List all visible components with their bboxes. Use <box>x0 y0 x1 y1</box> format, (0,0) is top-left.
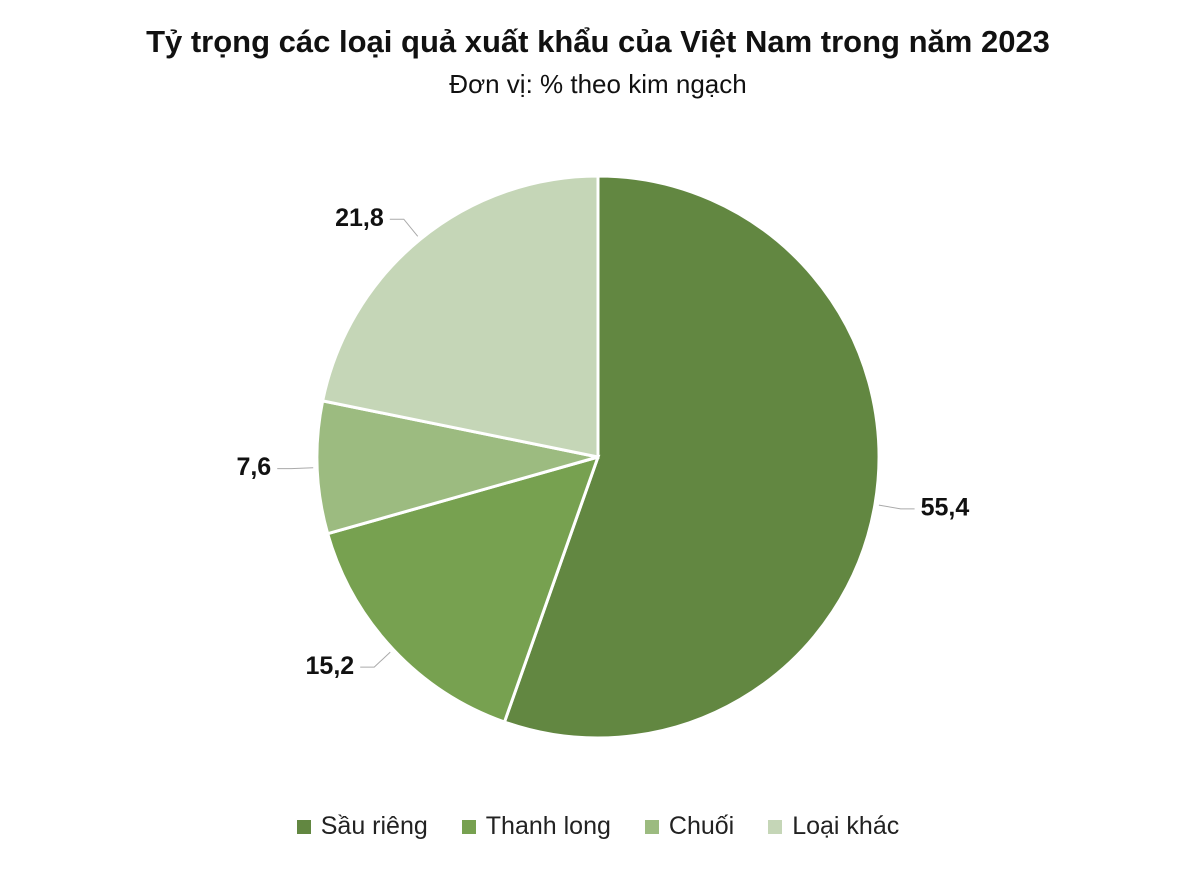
leader-line <box>360 651 391 668</box>
chart-title: Tỷ trọng các loại quả xuất khẩu của Việt… <box>146 24 1050 59</box>
chart-subtitle: Đơn vị: % theo kim ngạch <box>449 69 746 99</box>
legend-label: Chuối <box>668 812 735 840</box>
leader-line <box>277 467 314 470</box>
legend-swatch <box>296 819 311 834</box>
data-label: 15,2 <box>306 652 355 680</box>
data-label: 21,8 <box>335 204 384 232</box>
pie-slice <box>320 174 600 459</box>
legend-swatch <box>644 819 659 834</box>
leader-line <box>878 504 915 510</box>
chart: Tỷ trọng các loại quả xuất khẩu của Việt… <box>146 24 1050 740</box>
legend-item: Sầu riêng <box>296 812 428 841</box>
legend: Sầu riêng Thanh long Chuối Loại khác <box>0 812 1196 841</box>
legend-item: Chuối <box>644 812 735 841</box>
pie-slice <box>315 399 599 536</box>
data-label: 55,4 <box>921 493 970 521</box>
pie-slice <box>325 454 601 724</box>
legend-label: Loại khác <box>792 812 900 840</box>
legend-label: Thanh long <box>485 812 611 840</box>
legend-item: Thanh long <box>461 812 611 841</box>
legend-swatch <box>461 819 476 834</box>
data-label: 7,6 <box>236 453 271 481</box>
legend-item: Loại khác <box>768 812 899 841</box>
leader-line <box>389 218 419 237</box>
legend-swatch <box>768 819 783 834</box>
legend-label: Sầu riêng <box>320 812 428 840</box>
